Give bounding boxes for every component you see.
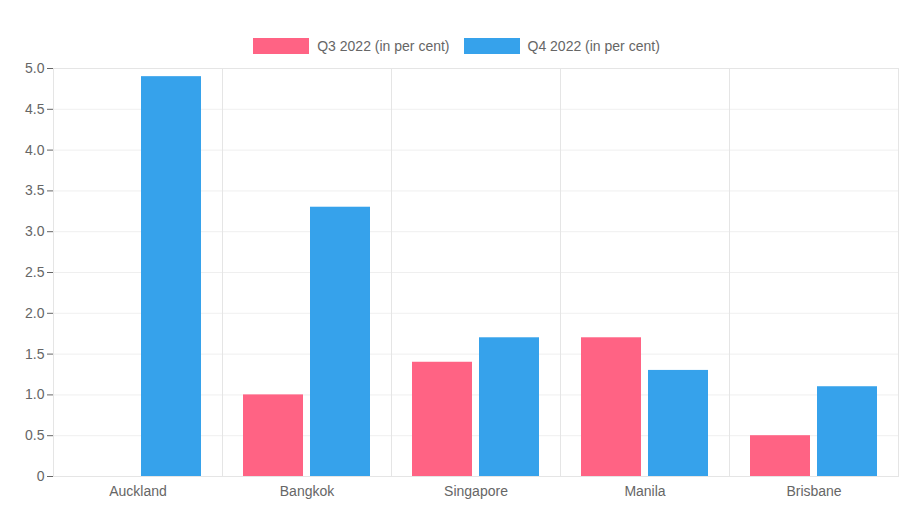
svg-text:5.0: 5.0 <box>25 60 45 76</box>
svg-text:Brisbane: Brisbane <box>786 483 841 499</box>
svg-text:3.5: 3.5 <box>25 182 45 198</box>
svg-text:0: 0 <box>37 468 45 484</box>
svg-text:0.5: 0.5 <box>25 427 45 443</box>
svg-text:1.5: 1.5 <box>25 346 45 362</box>
svg-text:4.0: 4.0 <box>25 142 45 158</box>
html-text:Q4 2022 (in per cent): Q4 2022 (in per cent) <box>527 38 660 54</box>
svg-text:2.0: 2.0 <box>25 305 45 321</box>
svg-text:3.0: 3.0 <box>25 223 45 239</box>
svg-text:Manila: Manila <box>624 483 665 499</box>
svg-text:1.0: 1.0 <box>25 386 45 402</box>
html-text:Q3 2022 (in per cent): Q3 2022 (in per cent) <box>317 38 450 54</box>
svg-text:2.5: 2.5 <box>25 264 45 280</box>
svg-text:Singapore: Singapore <box>444 483 508 499</box>
svg-text:4.5: 4.5 <box>25 101 45 117</box>
svg-text:Auckland: Auckland <box>109 483 167 499</box>
svg-text:Bangkok: Bangkok <box>280 483 335 499</box>
